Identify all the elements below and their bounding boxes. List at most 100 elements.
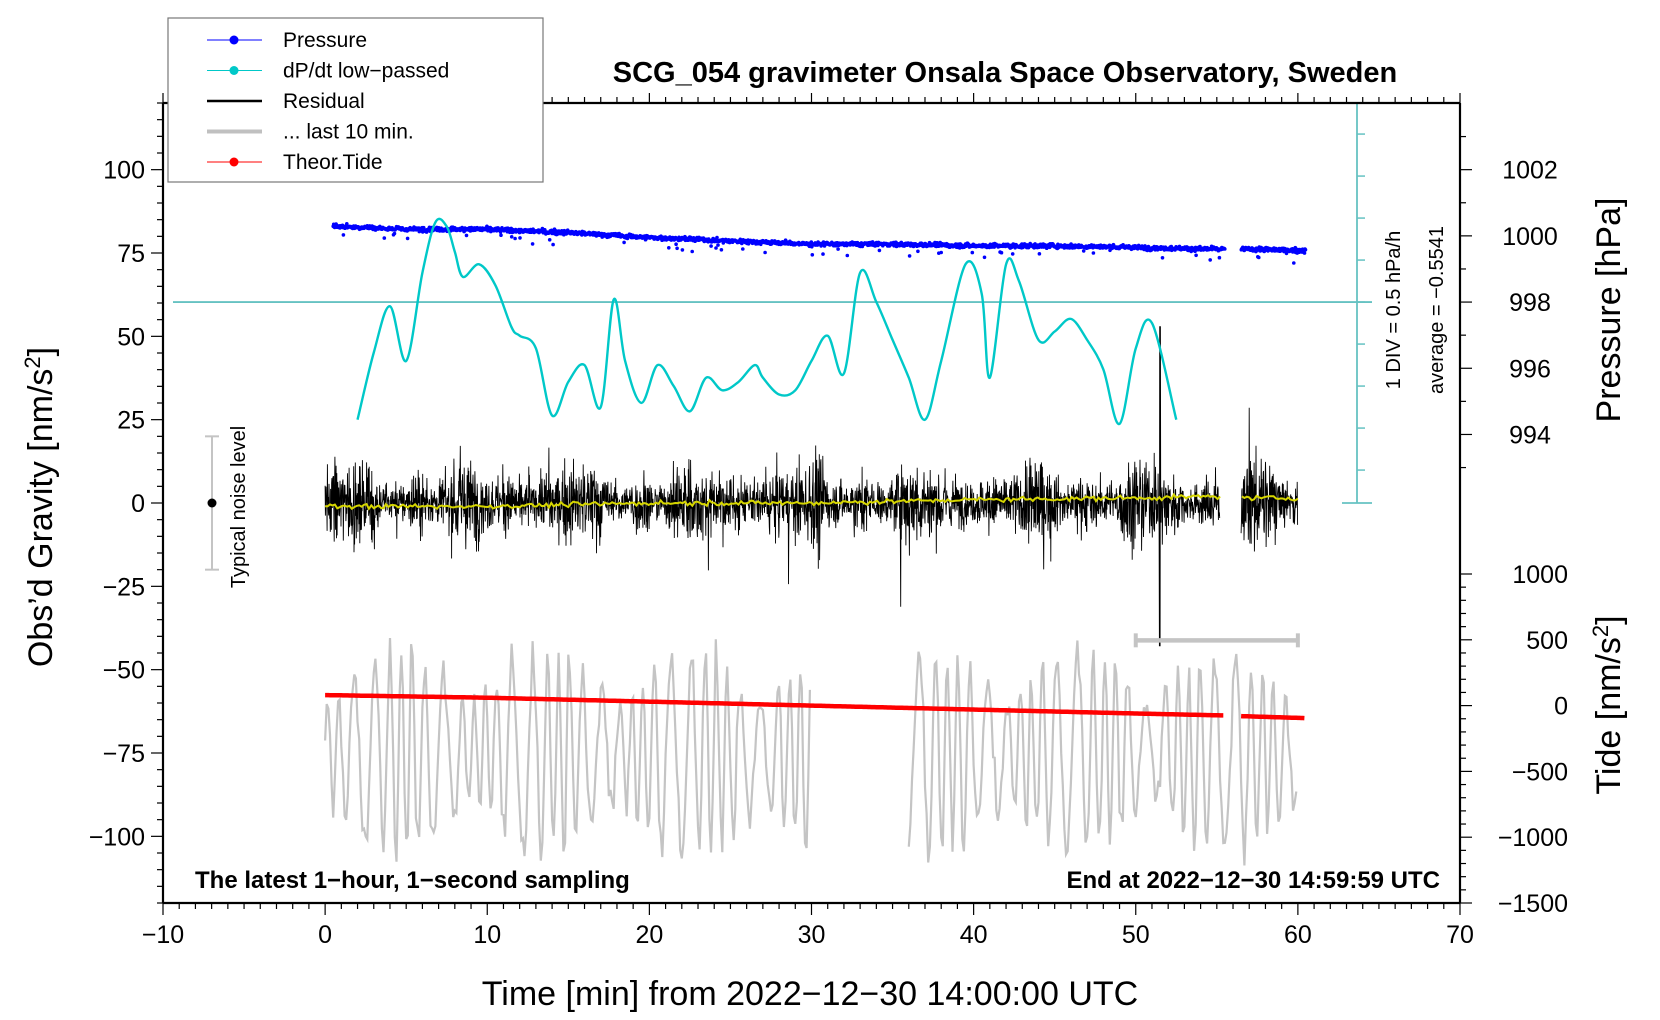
legend-swatch-dot (229, 35, 239, 45)
y-axis-title-tide: Tide [nm/s2] (1588, 615, 1628, 794)
y-left-tick-label: −100 (89, 823, 145, 851)
x-tick-label: 20 (635, 921, 663, 949)
pressure-point (1208, 258, 1212, 262)
pressure-point (1160, 255, 1165, 260)
sampling-note: The latest 1−hour, 1−second sampling (195, 867, 630, 894)
dpdt-line (356, 217, 1178, 426)
pressure-point (1217, 255, 1222, 260)
legend-item: Residual (207, 90, 365, 113)
typical-noise-indicator (205, 435, 219, 571)
pressure-point (845, 253, 850, 258)
series-theor-tide (325, 692, 1305, 721)
pressure-point (1091, 251, 1096, 255)
pressure-point (716, 243, 720, 247)
tide-tick-label: 500 (1526, 627, 1568, 655)
pressure-point (719, 248, 724, 252)
x-tick-label: −10 (142, 921, 184, 949)
y-left-tick-label: −50 (103, 657, 145, 685)
pressure-point (1292, 261, 1296, 265)
x-axis-title: Time [min] from 2022−12−30 14:00:00 UTC (482, 975, 1138, 1013)
x-tick-label: 40 (960, 921, 988, 949)
y-left-tick-label: 0 (131, 490, 145, 518)
pressure-point (382, 236, 387, 240)
dpdt-scale-label: 1 DIV = 0.5 hPa/h (1383, 231, 1405, 389)
residual-line (324, 326, 1299, 647)
series-last-10-min (324, 637, 1298, 866)
pressure-point (1193, 249, 1197, 253)
pressure-point (513, 236, 517, 241)
pressure-point (675, 246, 679, 251)
pressure-point (810, 253, 815, 257)
series-pressure (331, 222, 1308, 265)
tide-tick-label: −1000 (1498, 824, 1568, 852)
pressure-point (1194, 253, 1198, 258)
legend-swatch-dot (229, 157, 239, 167)
tide-tick-label: 1000 (1512, 561, 1568, 589)
pressure-point (674, 242, 678, 246)
x-tick-label: 60 (1284, 921, 1312, 949)
pressure-point (763, 250, 767, 255)
pressure-point (1037, 252, 1042, 256)
residual-smoothed-line (325, 492, 1299, 511)
pressure-point (1257, 255, 1261, 260)
pressure-point (1302, 251, 1307, 255)
pressure-point (530, 242, 535, 246)
y-axis-title-left: Obs’d Gravity [nm/s2] (20, 347, 60, 667)
legend-label: Pressure (283, 29, 367, 52)
tide-line (325, 692, 1305, 721)
pressure-point (464, 233, 469, 238)
legend-label: ... last 10 min. (283, 121, 414, 144)
legend: Pressure dP/dt low−passed Residual ... last… (167, 17, 544, 183)
noise-level-label: Typical noise level (228, 426, 250, 588)
pressure-point (1303, 248, 1308, 252)
pressure-tick-label: 998 (1509, 289, 1551, 317)
y-left-tick-label: −25 (103, 573, 145, 601)
tide-tick-label: 0 (1554, 693, 1568, 721)
pressure-point (970, 250, 975, 255)
legend-item: Pressure (207, 29, 367, 52)
legend-label: dP/dt low−passed (283, 60, 449, 83)
series-residual (324, 326, 1299, 647)
x-tick-label: 50 (1122, 921, 1150, 949)
pressure-point (741, 247, 745, 251)
chart-title: SCG_054 gravimeter Onsala Space Observat… (613, 57, 1397, 89)
pressure-point (547, 238, 552, 242)
y-left-tick-label: −75 (103, 740, 145, 768)
pressure-point (709, 244, 713, 248)
pressure-point (836, 247, 840, 251)
pressure-point (907, 254, 912, 258)
pressure-point (715, 235, 719, 240)
pressure-point (999, 250, 1004, 255)
y-left-tick-label: 50 (117, 323, 145, 351)
last-10-min-bracket (1133, 633, 1300, 648)
y-axis-title-pressure: Pressure [hPa] (1590, 198, 1628, 423)
pressure-point (392, 231, 397, 236)
pressure-point (341, 233, 346, 237)
pressure-point (498, 230, 503, 234)
pressure-point (982, 255, 987, 260)
last-10-min-line (907, 640, 1298, 866)
legend-item: ... last 10 min. (207, 121, 414, 144)
noise-center-dot (207, 498, 217, 508)
tide-tick-label: −500 (1512, 758, 1568, 786)
legend-label: Theor.Tide (283, 151, 383, 174)
pressure-point (551, 242, 555, 247)
pressure-tick-label: 1002 (1502, 157, 1558, 185)
pressure-point (680, 248, 685, 252)
pressure-point (518, 236, 522, 240)
pressure-point (622, 240, 626, 245)
axes: −10 0 10 20 30 40 50 60 701007550250−25−50−75−10… (89, 93, 1568, 949)
dpdt-average-label: average = −0.5541 (1426, 226, 1448, 394)
pressure-tick-label: 1000 (1502, 223, 1558, 251)
pressure-point (499, 233, 503, 237)
y-left-tick-label: 75 (117, 240, 145, 268)
y-left-tick-label: 25 (117, 407, 145, 435)
pressure-tick-label: 994 (1509, 421, 1551, 449)
series-dpdt-low-passed (356, 217, 1178, 426)
tide-tick-label: −1500 (1498, 890, 1568, 918)
pressure-point (877, 248, 882, 253)
pressure-point (1223, 247, 1227, 251)
pressure-point (1177, 244, 1182, 249)
x-tick-label: 70 (1446, 921, 1474, 949)
